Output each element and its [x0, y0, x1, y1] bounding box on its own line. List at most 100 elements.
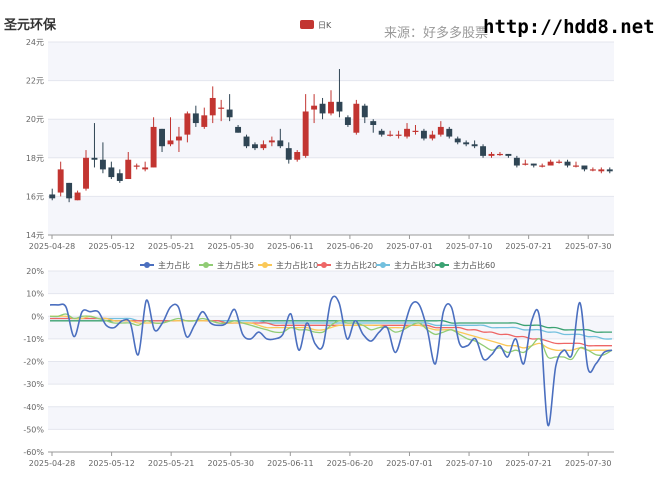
- y-tick-label: -50%: [23, 425, 44, 434]
- candle-body: [175, 136, 182, 141]
- x-tick-label: 2025-05-12: [88, 459, 135, 468]
- candle-body: [243, 136, 250, 147]
- candle-body: [277, 140, 284, 147]
- legend-marker-3: [321, 262, 327, 268]
- candle-body: [83, 157, 89, 189]
- candle-body: [108, 167, 115, 178]
- candle-body: [446, 128, 453, 137]
- x-tick-label: 2025-07-10: [446, 242, 493, 251]
- legend-label-4: 主力占比30: [394, 260, 436, 270]
- source-label: 来源：好多多股票: [384, 26, 489, 41]
- x-tick-label: 2025-05-21: [148, 459, 195, 468]
- legend-label-2: 主力占比10: [276, 260, 318, 270]
- candle-body: [252, 144, 258, 149]
- candle-body: [49, 194, 56, 199]
- candle-body: [395, 134, 402, 136]
- candle-body: [420, 130, 427, 139]
- candle-body: [116, 173, 123, 181]
- x-tick-label: 2025-07-21: [505, 242, 552, 251]
- candle-body: [344, 117, 351, 125]
- candle-body: [361, 105, 368, 118]
- candle-body: [556, 161, 563, 163]
- page-title: 圣元环保: [4, 18, 57, 33]
- candle-body: [294, 152, 301, 160]
- candle-body: [530, 163, 537, 166]
- legend-label-3: 主力占比20: [335, 260, 377, 270]
- legend-marker-5: [439, 262, 445, 268]
- y-tick-label: -10%: [23, 335, 44, 344]
- candle-body: [192, 113, 199, 124]
- legend-label-1: 主力占比5: [217, 260, 254, 270]
- legend-label-5: 主力占比60: [453, 260, 495, 270]
- x-tick-label: 2025-05-30: [207, 242, 254, 251]
- candle-body: [319, 103, 326, 114]
- candle-body: [539, 165, 546, 167]
- candle-body: [57, 169, 64, 193]
- candle-body: [133, 165, 140, 167]
- candle-body: [496, 153, 503, 156]
- y-tick-label: 14元: [26, 231, 44, 240]
- site-url[interactable]: http://hdd8.net: [483, 16, 655, 38]
- y-tick-label: 22元: [26, 77, 44, 86]
- candle-body: [218, 107, 225, 109]
- y-tick-label: 16元: [26, 192, 44, 201]
- y-tick-label: 0%: [31, 312, 44, 321]
- y-tick-label: 10%: [26, 290, 44, 299]
- candle-body: [353, 103, 360, 133]
- candle-body: [74, 192, 81, 201]
- legend-marker-1: [203, 262, 209, 268]
- x-tick-label: 2025-06-20: [327, 242, 374, 251]
- candle-body: [429, 134, 436, 139]
- candle-body: [209, 97, 216, 116]
- candle-body: [513, 157, 520, 166]
- price-grid-band: [48, 119, 614, 158]
- candle-body: [480, 146, 487, 156]
- candle-body: [99, 159, 106, 170]
- legend-marker-4: [380, 262, 386, 268]
- x-tick-label: 2025-04-28: [29, 242, 76, 251]
- x-tick-label: 2025-07-10: [446, 459, 493, 468]
- x-tick-label: 2025-07-21: [505, 459, 552, 468]
- x-tick-label: 2025-06-20: [327, 459, 374, 468]
- candle-body: [142, 167, 149, 170]
- legend-label-0: 主力占比: [158, 260, 190, 270]
- candle-body: [311, 105, 318, 110]
- candle-body: [454, 138, 461, 143]
- candle-body: [91, 157, 98, 160]
- y-tick-label: -40%: [23, 403, 44, 412]
- legend-label-dayk: 日K: [318, 21, 332, 30]
- candle-body: [378, 130, 385, 135]
- x-tick-label: 2025-04-28: [29, 459, 76, 468]
- candle-body: [522, 163, 529, 165]
- candle-body: [573, 165, 579, 167]
- candle-body: [606, 169, 613, 172]
- series-line-0: [49, 295, 613, 427]
- x-tick-label: 2025-07-01: [386, 459, 433, 468]
- candle-body: [387, 134, 394, 136]
- candle-body: [184, 113, 191, 135]
- x-tick-label: 2025-07-01: [386, 242, 433, 251]
- candle-body: [505, 153, 512, 156]
- candle-body: [471, 144, 478, 147]
- candle-body: [581, 165, 588, 170]
- candle-body: [370, 121, 377, 125]
- x-tick-label: 2025-07-30: [565, 459, 612, 468]
- y-tick-label: -60%: [23, 448, 44, 457]
- candle-body: [167, 140, 174, 145]
- candle-body: [302, 111, 309, 156]
- candle-body: [268, 140, 275, 143]
- candle-body: [404, 128, 410, 137]
- y-tick-label: 20元: [26, 115, 44, 124]
- legend-marker-0: [144, 262, 150, 268]
- series-line-1: [49, 313, 613, 361]
- candle-body: [547, 161, 554, 166]
- y-tick-label: 24元: [26, 38, 44, 47]
- ratio-grid-band: [48, 406, 614, 430]
- legend-marker-2: [262, 262, 268, 268]
- candle-body: [336, 101, 343, 112]
- candle-body: [412, 130, 419, 132]
- x-tick-label: 2025-05-12: [88, 242, 135, 251]
- candle-body: [235, 126, 242, 133]
- candle-body: [488, 153, 495, 156]
- x-tick-label: 2025-06-11: [267, 459, 314, 468]
